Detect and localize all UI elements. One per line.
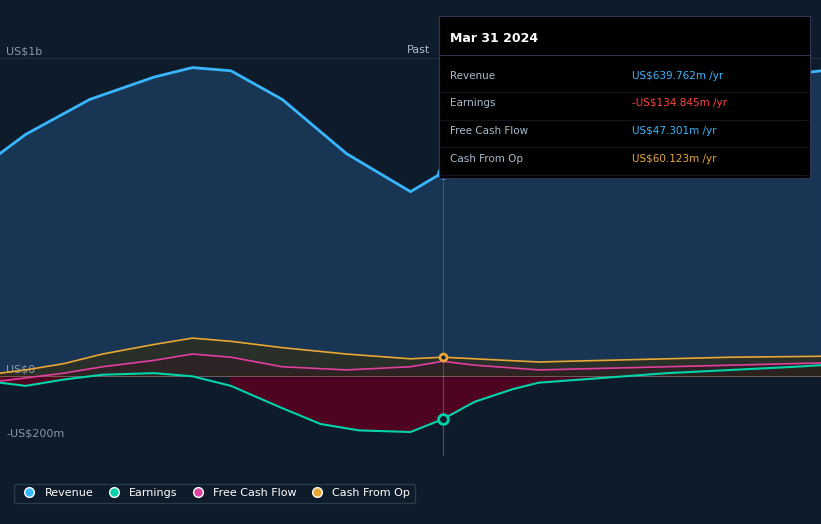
Text: -US$134.845m /yr: -US$134.845m /yr [632,99,727,108]
Text: US$0: US$0 [7,365,35,375]
Text: US$47.301m /yr: US$47.301m /yr [632,126,717,136]
Text: -US$200m: -US$200m [7,429,65,439]
Legend: Revenue, Earnings, Free Cash Flow, Cash From Op: Revenue, Earnings, Free Cash Flow, Cash … [14,484,415,503]
Text: Mar 31 2024: Mar 31 2024 [451,32,539,45]
Text: US$1b: US$1b [7,47,43,57]
Text: Earnings: Earnings [451,99,496,108]
Text: US$639.762m /yr: US$639.762m /yr [632,71,723,81]
Text: Cash From Op: Cash From Op [451,154,523,163]
Text: US$60.123m /yr: US$60.123m /yr [632,154,717,163]
Text: Revenue: Revenue [451,71,496,81]
Text: Analysts Forecasts: Analysts Forecasts [456,45,559,56]
Text: Free Cash Flow: Free Cash Flow [451,126,529,136]
Text: Past: Past [406,45,429,56]
